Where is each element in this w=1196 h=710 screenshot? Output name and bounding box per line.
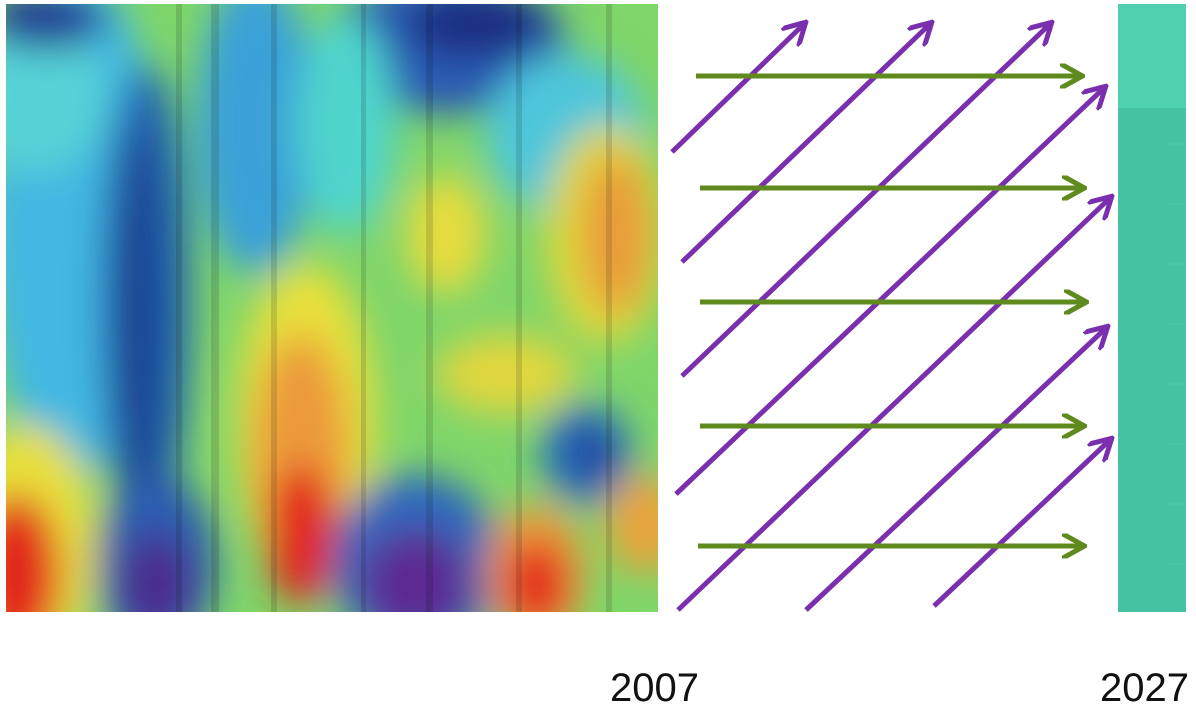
diagonal-arrow (680, 24, 1050, 378)
year-end-label: 2027 (1100, 666, 1189, 710)
purple-diagonal-arrows (670, 24, 1110, 612)
contour-heatmap (6, 4, 658, 612)
future-state-bar (1118, 4, 1186, 612)
diagonal-arrow (680, 24, 930, 264)
diagonal-arrow (674, 88, 1104, 496)
green-horizontal-arrows (696, 76, 1084, 546)
diagonal-arrow (932, 440, 1110, 608)
diagonal-arrow (676, 198, 1110, 612)
diagonal-arrow (670, 24, 804, 154)
year-start-label: 2007 (610, 666, 699, 710)
diagonal-arrow (804, 328, 1106, 612)
